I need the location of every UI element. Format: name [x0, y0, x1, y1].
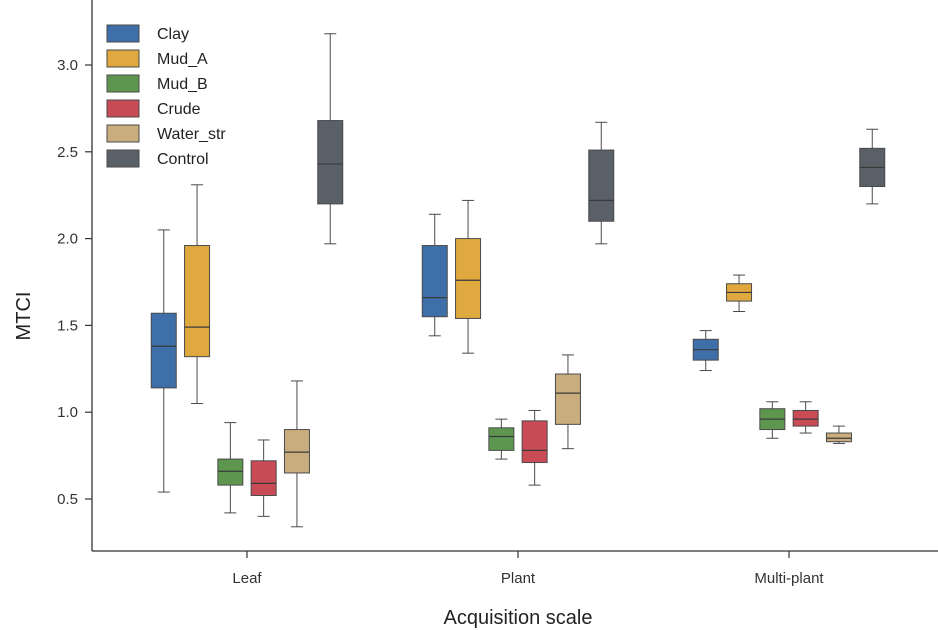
iqr-box	[150, 312, 177, 389]
y-tick-label: 3.0	[57, 57, 78, 74]
iqr-box	[588, 149, 615, 222]
y-ticks: 0.5 1.0 1.5 2.0 2.5 3.0	[57, 57, 92, 508]
iqr-box	[521, 420, 548, 464]
y-axis-label: MTCI	[13, 292, 35, 341]
legend: Clay Mud_A Mud_B Crude Water_str Control	[106, 24, 226, 168]
box-mud-a-plant	[455, 199, 482, 354]
iqr-box	[421, 245, 448, 318]
iqr-box	[250, 460, 277, 497]
legend-label: Mud_A	[157, 51, 208, 68]
box-crude-plant	[521, 409, 548, 486]
box-control-leaf	[317, 33, 344, 245]
iqr-box	[455, 238, 482, 319]
box-control-plant	[588, 121, 615, 245]
iqr-box	[792, 409, 819, 427]
legend-label: Mud_B	[157, 76, 208, 93]
box-mud-b-leaf	[217, 422, 244, 514]
box-mud-a-multi-plant	[726, 274, 753, 313]
iqr-box	[317, 120, 344, 205]
legend-swatch	[106, 99, 140, 118]
iqr-box	[554, 373, 581, 425]
legend-swatch	[106, 124, 140, 143]
box-mud-b-multi-plant	[759, 401, 786, 439]
iqr-box	[217, 458, 244, 486]
legend-label: Clay	[157, 26, 189, 43]
y-tick-label: 2.5	[57, 144, 78, 161]
x-tick-label: Plant	[501, 570, 536, 587]
box-crude-multi-plant	[792, 401, 819, 434]
box-mud-b-plant	[488, 418, 515, 460]
legend-label: Control	[157, 151, 209, 168]
x-tick-label: Leaf	[232, 570, 262, 587]
y-tick-label: 2.0	[57, 231, 78, 248]
boxes-layer	[150, 33, 886, 528]
box-clay-plant	[421, 213, 448, 337]
legend-label: Crude	[157, 101, 201, 118]
legend-swatch	[106, 24, 140, 43]
box-clay-multi-plant	[692, 330, 719, 372]
iqr-box	[825, 432, 852, 443]
x-tick-label: Multi-plant	[754, 570, 824, 587]
legend-swatch	[106, 149, 140, 168]
iqr-box	[488, 427, 515, 451]
box-water-str-plant	[554, 354, 581, 450]
legend-swatch	[106, 49, 140, 68]
legend-swatch	[106, 74, 140, 93]
box-control-multi-plant	[859, 128, 886, 205]
iqr-box	[283, 429, 310, 474]
box-water-str-multi-plant	[825, 425, 852, 444]
x-ticks: Leaf Plant Multi-plant	[232, 551, 824, 587]
box-mud-a-leaf	[184, 184, 211, 405]
box-water-str-leaf	[283, 380, 310, 528]
y-tick-label: 0.5	[57, 491, 78, 508]
x-axis-label: Acquisition scale	[444, 607, 593, 629]
box-crude-leaf	[250, 439, 277, 517]
y-tick-label: 1.0	[57, 404, 78, 421]
box-clay-leaf	[150, 229, 177, 493]
iqr-box	[184, 245, 211, 358]
legend-label: Water_str	[157, 126, 226, 143]
y-tick-label: 1.5	[57, 317, 78, 334]
